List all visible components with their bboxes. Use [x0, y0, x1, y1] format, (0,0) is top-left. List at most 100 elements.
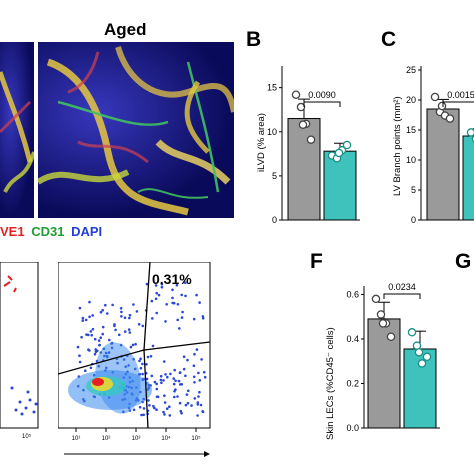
flow-event: [182, 367, 186, 371]
flow-event: [146, 355, 150, 359]
flow-event: [184, 403, 188, 407]
flow-event: [160, 282, 164, 286]
flow-event: [113, 323, 116, 326]
flow-x-ticks: 10¹ 10² 10³ 10⁴ 10⁵: [72, 428, 201, 442]
flow-event: [181, 310, 184, 314]
flow-event: [184, 281, 187, 284]
flow-event: [81, 316, 85, 320]
chart-b-significance-bracket: [303, 101, 341, 107]
chart-f-bar: [367, 318, 401, 429]
flow-event: [155, 395, 159, 398]
flow-event: [138, 359, 141, 363]
flow-event: [91, 327, 95, 331]
flow-event: [141, 372, 144, 376]
flow-event: [128, 313, 132, 317]
chart-c-data-point: [437, 101, 447, 111]
micrograph-divider: [34, 42, 38, 218]
chart-f-data-point: [386, 332, 396, 341]
stain-legend: VE1 CD31 DAPI: [0, 224, 102, 239]
flow-event: [101, 325, 105, 329]
flow-event: [155, 311, 158, 315]
flow-event: [172, 382, 176, 386]
svg-text:10⁵: 10⁵: [22, 433, 32, 440]
chart-b-data-point: [291, 90, 301, 99]
flow-event: [135, 310, 139, 313]
flow-event: [195, 293, 198, 297]
flow-event: [200, 358, 203, 361]
flow-event: [96, 349, 99, 353]
chart-c-tick-label: 0: [411, 215, 416, 225]
panel-f-ylabel: Skin LECs (%CD45⁻ cells): [325, 327, 336, 440]
flow-tick-label: 10³: [132, 436, 141, 442]
flow-event: [138, 405, 142, 409]
flow-event: [104, 303, 107, 307]
flow-event: [166, 375, 169, 379]
flow-event: [180, 316, 184, 319]
flow-event: [165, 407, 169, 410]
chart-f-data-point: [407, 328, 417, 337]
chart-f-data-point: [422, 352, 432, 362]
stain-ve1: VE1: [0, 224, 25, 239]
flow-event: [101, 332, 104, 336]
flow-event: [155, 408, 158, 411]
flow-event: [87, 348, 90, 351]
chart-b-data-point: [296, 102, 306, 112]
stain-dapi: DAPI: [71, 224, 103, 239]
flow-event: [132, 408, 136, 412]
chart-b-bar: [287, 118, 321, 221]
flow-event: [192, 317, 196, 321]
flow-event: [123, 330, 127, 333]
flow-event: [155, 291, 158, 295]
flow-event: [163, 413, 166, 416]
flow-event: [171, 296, 174, 300]
flow-event: [78, 354, 81, 357]
flow-event: [78, 360, 82, 364]
flow-tick-label: 10¹: [72, 436, 81, 442]
flow-event: [160, 285, 164, 289]
micrograph-aged-vessels: [38, 46, 234, 216]
chart-b-tick-label: 10: [267, 127, 277, 137]
chart-f-significance-bracket: [383, 293, 421, 299]
flow-plot-right: 0.31% 10¹ 10² 10³ 10⁴ 10⁵: [58, 262, 211, 457]
chart-b-data-point: [342, 140, 352, 150]
flow-event: [128, 331, 132, 334]
flow-event: [193, 397, 197, 400]
flow-event: [173, 395, 176, 399]
flow-event: [196, 414, 199, 417]
micrograph-aged: [38, 42, 234, 218]
panel-letter-f: F: [310, 250, 323, 273]
flow-event: [87, 333, 90, 337]
flow-event: [176, 318, 179, 322]
chart-f-tick-label: 0.4: [346, 334, 359, 344]
aged-label: Aged: [104, 20, 147, 39]
flow-event: [93, 352, 97, 356]
flow-event: [195, 348, 199, 351]
flow-event: [169, 372, 172, 376]
flow-event: [172, 301, 176, 305]
flow-event: [155, 387, 159, 391]
flow-event: [180, 293, 183, 297]
flow-event: [193, 381, 196, 384]
flow-event: [187, 389, 190, 393]
flow-event: [128, 316, 131, 320]
flow-event: [186, 358, 189, 362]
flow-event: [163, 394, 166, 397]
chart-f-tick-label: 0.6: [346, 289, 359, 299]
flow-event: [184, 294, 187, 298]
micrograph-young-vessels: [0, 71, 34, 193]
flow-event: [142, 407, 146, 410]
flow-event: [185, 393, 189, 396]
flow-event: [159, 374, 163, 378]
flow-event: [184, 374, 187, 378]
flow-event: [147, 399, 150, 402]
flow-event: [139, 366, 143, 370]
flow-event: [164, 320, 167, 323]
flow-event: [160, 381, 163, 385]
chart-b-data-point: [306, 135, 316, 144]
flow-event: [178, 327, 181, 330]
flow-event: [201, 410, 204, 413]
chart-c-tick-label: 20: [406, 95, 416, 105]
flow-event: [118, 333, 121, 337]
flow-event: [168, 405, 171, 408]
flow-event: [132, 303, 135, 306]
